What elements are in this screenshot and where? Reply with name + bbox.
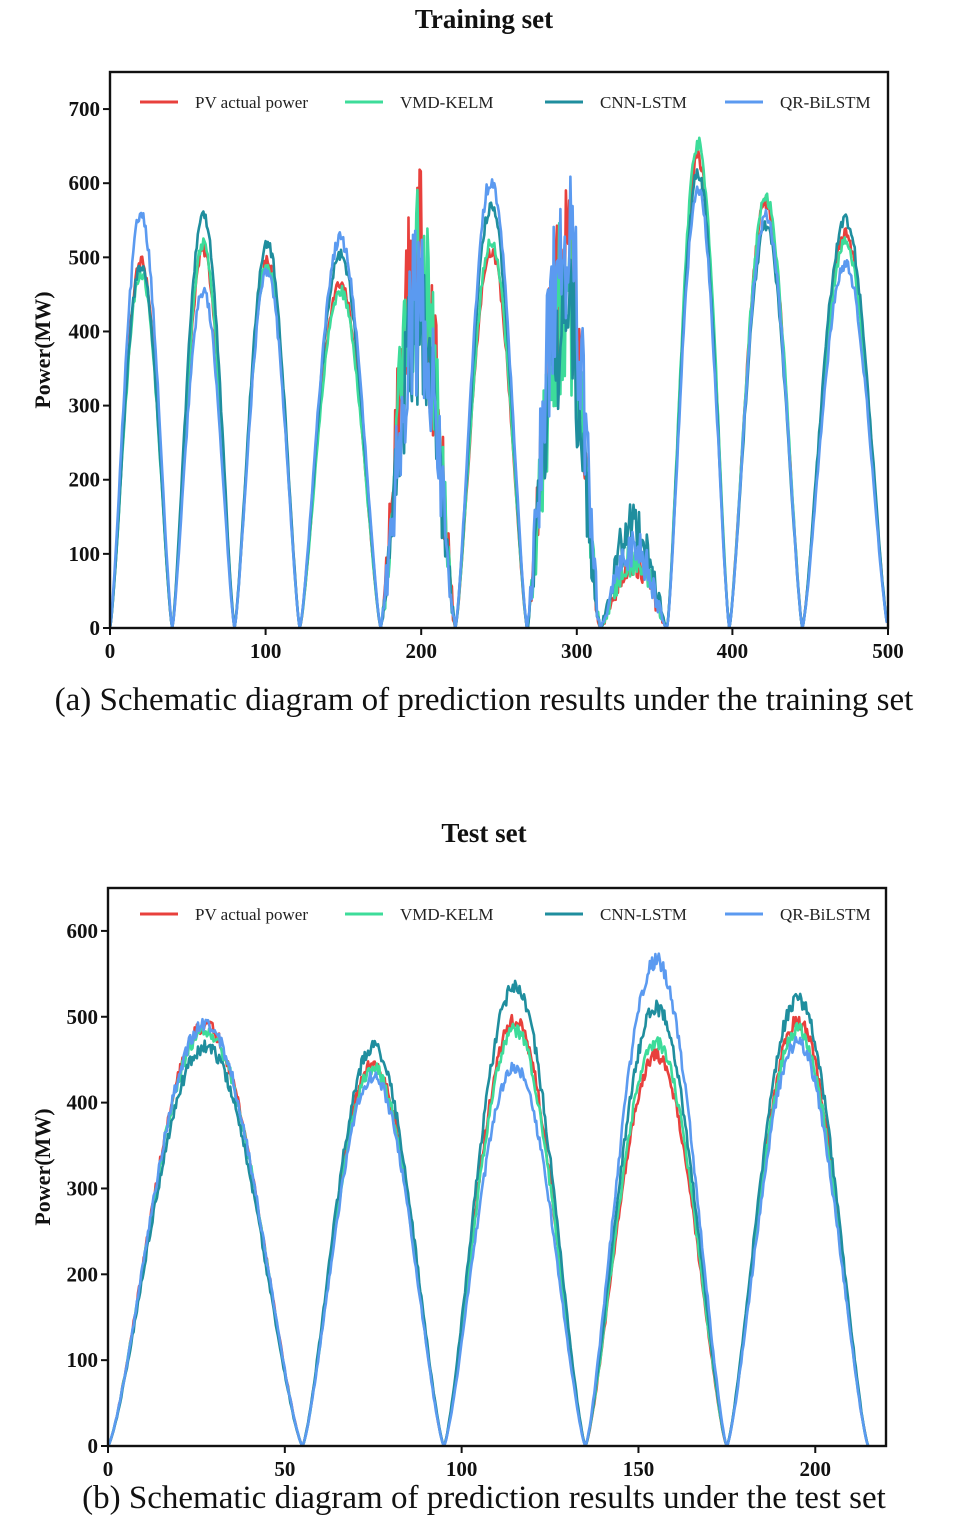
plot-frame bbox=[106, 886, 888, 1448]
legend-label: QR-BiLSTM bbox=[780, 93, 871, 112]
y-tick-label: 100 bbox=[67, 1348, 99, 1372]
chart-title-test: Test set bbox=[441, 818, 527, 848]
caption-test: (b) Schematic diagram of prediction resu… bbox=[82, 1480, 886, 1516]
y-tick-label: 200 bbox=[67, 1262, 99, 1286]
y-tick-label: 200 bbox=[69, 468, 101, 492]
training-chart: 0 100 200 300 400 500 0 100 200 300 400 500 600 700 Po… bbox=[30, 70, 904, 663]
y-tick-label: 0 bbox=[90, 616, 101, 640]
y-tick-label: 400 bbox=[69, 319, 101, 343]
x-tick-label: 50 bbox=[274, 1457, 295, 1478]
x-tick-label: 400 bbox=[717, 639, 749, 663]
y-tick-label: 0 bbox=[88, 1434, 99, 1458]
test-chart: 0 50 100 150 200 0 100 200 300 400 500 600 Power(MW)… bbox=[30, 886, 888, 1478]
x-tick-label: 150 bbox=[623, 1457, 655, 1478]
legend-label: VMD-KELM bbox=[400, 93, 494, 112]
caption-training: (a) Schematic diagram of prediction resu… bbox=[54, 682, 914, 718]
x-tick-label: 300 bbox=[561, 639, 593, 663]
x-tick-label: 0 bbox=[103, 1457, 114, 1478]
legend-label: VMD-KELM bbox=[400, 905, 494, 924]
y-tick-label: 700 bbox=[69, 97, 101, 121]
y-tick-label: 600 bbox=[67, 919, 99, 943]
legend-label: QR-BiLSTM bbox=[780, 905, 871, 924]
chart-title-training: Training set bbox=[414, 4, 554, 34]
x-tick-label: 0 bbox=[105, 639, 116, 663]
y-tick-label: 100 bbox=[69, 542, 101, 566]
legend-label: CNN-LSTM bbox=[600, 905, 687, 924]
y-tick-label: 500 bbox=[69, 245, 101, 269]
series-line-qr-bilstm bbox=[110, 175, 888, 628]
series-line-cnn-lstm bbox=[110, 168, 888, 628]
y-axis-label: Power(MW) bbox=[30, 291, 55, 408]
y-axis-label: Power(MW) bbox=[30, 1108, 55, 1225]
legend-label: PV actual power bbox=[195, 905, 308, 924]
series-line-qr-bilstm bbox=[108, 952, 870, 1446]
x-tick-label: 100 bbox=[446, 1457, 478, 1478]
test-panel: Test set 0 50 100 150 200 0 100 200 300 400 500 600… bbox=[0, 808, 968, 1536]
plot-frame bbox=[108, 70, 890, 630]
x-tick-label: 200 bbox=[800, 1457, 832, 1478]
x-tick-label: 100 bbox=[250, 639, 282, 663]
x-tick-label: 200 bbox=[405, 639, 437, 663]
y-tick-label: 300 bbox=[67, 1176, 99, 1200]
y-tick-label: 300 bbox=[69, 394, 101, 418]
x-tick-label: 500 bbox=[872, 639, 904, 663]
legend-label: PV actual power bbox=[195, 93, 308, 112]
training-panel: Training set 0 100 200 300 400 500 0 100 200 300 4… bbox=[0, 0, 968, 760]
y-tick-label: 400 bbox=[67, 1091, 99, 1115]
y-tick-label: 500 bbox=[67, 1005, 99, 1029]
legend-label: CNN-LSTM bbox=[600, 93, 687, 112]
y-tick-label: 600 bbox=[69, 171, 101, 195]
